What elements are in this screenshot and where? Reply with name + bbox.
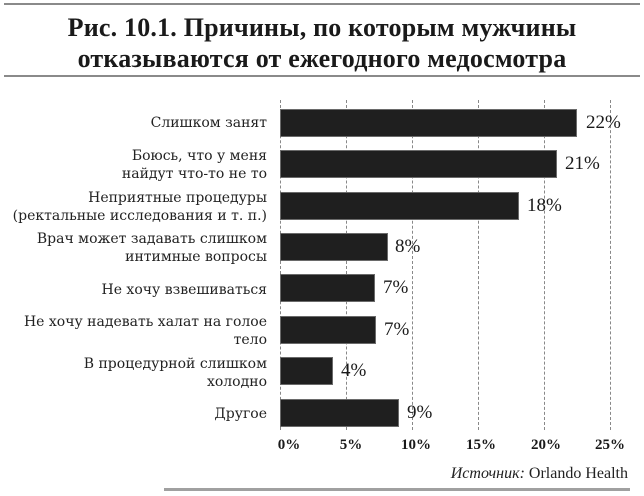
category-label: Не хочу надевать халат на голое тело	[23, 314, 267, 348]
category-label: Боюсь, что у меня найдут что-то не то	[121, 148, 267, 182]
value-label: 21%	[565, 153, 600, 174]
bar	[280, 233, 388, 261]
category-label: Врач может задавать слишком интимные воп…	[36, 231, 267, 265]
bottom-rule	[164, 488, 630, 491]
category-label: Неприятные процедуры (ректальные исследо…	[12, 190, 267, 224]
bar	[280, 109, 577, 137]
gridline-25	[610, 100, 611, 430]
value-label: 18%	[527, 195, 562, 216]
x-tick: 5%	[339, 437, 363, 453]
x-tick: 25%	[595, 437, 625, 453]
value-label: 4%	[341, 360, 367, 381]
gridline-5	[346, 100, 347, 430]
value-label: 7%	[383, 277, 409, 298]
category-label: Слишком занят	[150, 115, 267, 131]
source-note: Источник: Orlando Health	[451, 465, 628, 483]
bar	[280, 357, 333, 385]
gridline-15	[478, 100, 479, 430]
bar	[280, 150, 557, 178]
x-tick: 15%	[466, 437, 496, 453]
gridline-0	[280, 100, 281, 430]
x-tick: 20%	[531, 437, 561, 453]
bar	[280, 274, 375, 302]
title-rule	[4, 75, 640, 77]
category-label: Не хочу взвешиваться	[101, 282, 267, 298]
bar	[280, 316, 376, 344]
x-tick: 0%	[277, 437, 301, 453]
value-label: 8%	[395, 236, 421, 257]
gridline-20	[544, 100, 545, 430]
source-name: Orlando Health	[528, 465, 628, 482]
value-label: 22%	[586, 112, 621, 133]
chart-title: Рис. 10.1. Причины, по которым мужчины о…	[0, 12, 644, 74]
x-tick: 10%	[401, 437, 431, 453]
value-label: 7%	[384, 319, 410, 340]
top-rule	[4, 3, 640, 5]
value-label: 9%	[407, 402, 433, 423]
bar	[280, 399, 399, 427]
source-label: Источник:	[450, 465, 525, 482]
category-label: В процедурной слишком холодно	[83, 356, 267, 390]
title-line-1: Рис. 10.1. Причины, по которым мужчины	[67, 13, 577, 42]
title-line-2: отказываются от ежегодного медосмотра	[77, 44, 567, 73]
bar	[280, 192, 519, 220]
category-label: Другое	[214, 406, 267, 422]
gridline-10	[412, 100, 413, 430]
